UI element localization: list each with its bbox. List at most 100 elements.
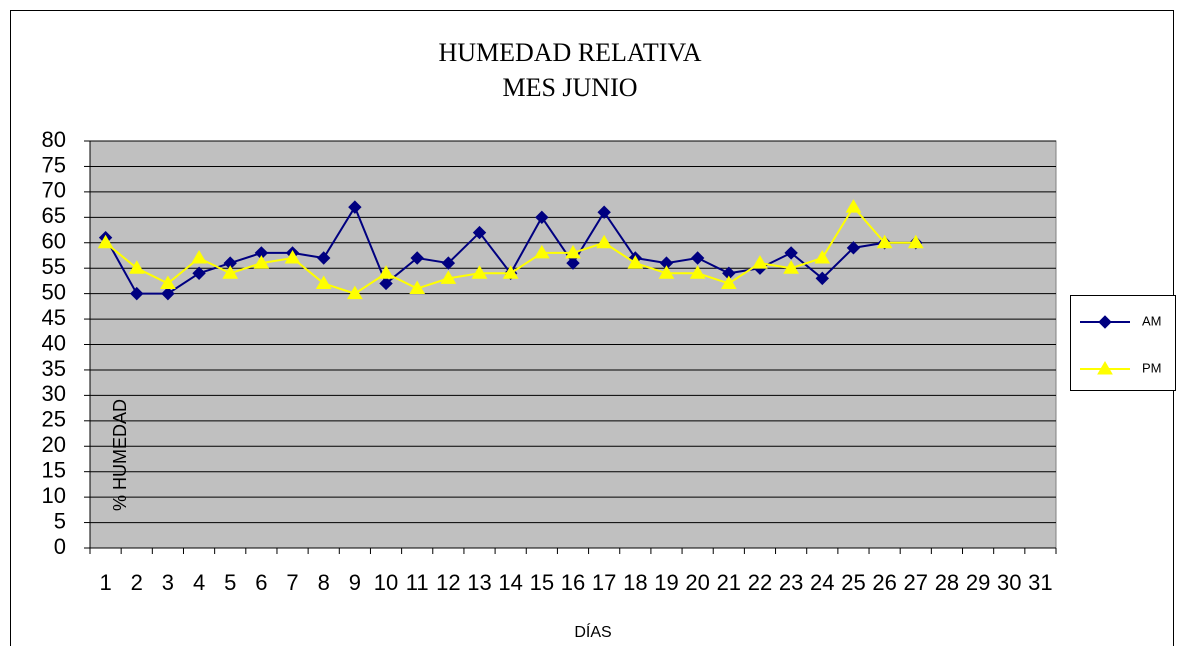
x-tick-label: 26	[872, 570, 896, 595]
marker-triangle	[378, 265, 394, 279]
marker-diamond	[784, 246, 798, 260]
x-tick-label: 20	[685, 570, 709, 595]
marker-diamond	[348, 200, 362, 214]
y-tick-label: 75	[42, 152, 66, 177]
legend-box	[1070, 295, 1176, 391]
x-tick-label: 28	[935, 570, 959, 595]
x-tick-label: 18	[623, 570, 647, 595]
x-tick-label: 8	[318, 570, 330, 595]
marker-triangle	[783, 260, 799, 274]
x-tick-label: 14	[498, 570, 522, 595]
marker-triangle	[689, 265, 706, 279]
marker-triangle	[440, 270, 457, 284]
marker-diamond	[317, 251, 331, 265]
marker-triangle	[533, 244, 550, 259]
marker-triangle	[720, 275, 737, 289]
x-tick-label: 2	[131, 570, 143, 595]
x-tick-label: 23	[779, 570, 803, 595]
x-tick-label: 12	[436, 570, 460, 595]
y-axis-label: % HUMEDAD	[110, 399, 130, 511]
y-tick-label: 0	[54, 534, 66, 559]
x-tick-label: 1	[99, 570, 111, 595]
x-tick-label: 11	[406, 570, 429, 595]
y-tick-label: 30	[42, 381, 66, 406]
marker-triangle	[409, 280, 426, 295]
marker-triangle	[627, 255, 644, 269]
marker-diamond	[846, 241, 861, 255]
chart-title: HUMEDAD RELATIVA	[438, 38, 701, 67]
marker-triangle	[596, 234, 613, 249]
marker-triangle	[907, 234, 924, 249]
marker-triangle	[128, 260, 145, 274]
x-tick-label: 5	[224, 570, 236, 595]
marker-triangle	[284, 250, 301, 264]
marker-triangle	[876, 234, 893, 249]
y-tick-label: 60	[42, 229, 66, 254]
x-tick-label: 10	[374, 570, 398, 595]
x-tick-label: 3	[162, 570, 174, 595]
marker-diamond	[379, 276, 393, 291]
x-tick-label: 27	[904, 570, 928, 595]
x-tick-label: 22	[748, 570, 772, 595]
marker-triangle	[658, 265, 675, 279]
marker-triangle	[253, 255, 270, 269]
marker-triangle	[845, 199, 862, 213]
x-tick-label: 30	[997, 570, 1021, 595]
marker-diamond	[410, 251, 424, 265]
y-tick-label: 55	[42, 254, 66, 279]
x-tick-label: 16	[561, 570, 585, 595]
marker-triangle	[160, 275, 176, 289]
y-tick-label: 40	[42, 330, 66, 355]
marker-diamond	[161, 286, 175, 301]
y-tick-label: 70	[42, 178, 66, 203]
x-tick-label: 29	[966, 570, 990, 595]
y-tick-label: 80	[42, 127, 66, 152]
chart-subtitle: MES JUNIO	[502, 73, 637, 102]
x-tick-label: 15	[530, 570, 554, 595]
x-tick-label: 7	[286, 570, 298, 595]
marker-diamond	[472, 225, 487, 240]
marker-diamond	[192, 266, 206, 280]
marker-triangle	[97, 234, 114, 249]
marker-diamond	[535, 210, 549, 225]
y-tick-label: 15	[42, 458, 66, 483]
marker-triangle	[1097, 361, 1113, 375]
marker-triangle	[347, 285, 363, 300]
x-tick-label: 19	[654, 570, 678, 595]
marker-triangle	[565, 244, 581, 259]
legend-label: PM	[1142, 360, 1162, 375]
marker-triangle	[471, 265, 488, 279]
marker-diamond	[1098, 315, 1112, 329]
marker-triangle	[315, 275, 332, 289]
marker-triangle	[814, 250, 831, 264]
x-tick-label: 9	[349, 570, 361, 595]
x-tick-label: 24	[810, 570, 834, 595]
y-tick-label: 45	[42, 305, 66, 330]
x-tick-label: 25	[841, 570, 865, 595]
y-tick-label: 10	[42, 483, 66, 508]
marker-diamond	[130, 286, 144, 301]
marker-triangle	[502, 265, 519, 279]
x-tick-label: 21	[717, 570, 741, 595]
y-tick-label: 50	[42, 279, 66, 304]
x-tick-label: 13	[467, 570, 491, 595]
marker-diamond	[815, 271, 829, 286]
x-tick-label: 6	[255, 570, 267, 595]
y-tick-label: 5	[54, 508, 66, 533]
x-tick-label: 31	[1028, 570, 1052, 595]
y-tick-label: 35	[42, 356, 66, 381]
marker-diamond	[441, 256, 456, 270]
x-axis-label: DÍAS	[574, 622, 611, 641]
y-tick-label: 25	[42, 407, 66, 432]
marker-triangle	[222, 265, 239, 279]
marker-diamond	[566, 256, 580, 270]
x-tick-label: 17	[592, 570, 616, 595]
marker-triangle	[191, 250, 207, 264]
x-tick-label: 4	[193, 570, 205, 595]
legend-label: AM	[1142, 313, 1162, 328]
marker-diamond	[597, 205, 611, 219]
marker-triangle	[752, 255, 768, 269]
marker-diamond	[690, 251, 705, 265]
y-tick-label: 65	[42, 203, 66, 228]
